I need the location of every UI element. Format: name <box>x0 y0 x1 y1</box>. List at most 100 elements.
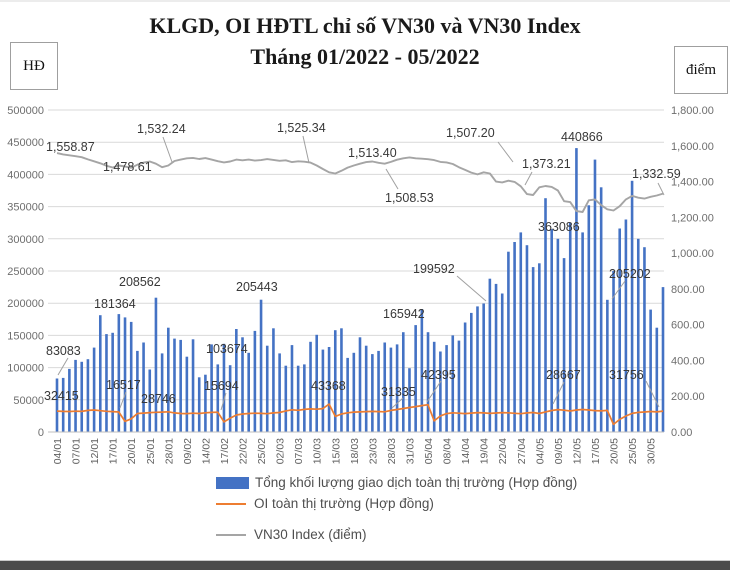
volume-bar <box>290 345 294 432</box>
volume-bar <box>531 267 535 432</box>
x-axis-tick-label: 09/02 <box>182 438 194 464</box>
data-label: 28746 <box>141 392 176 406</box>
volume-bar <box>117 314 121 432</box>
volume-bar <box>352 352 356 432</box>
right-axis-unit-box: điểm <box>674 46 728 94</box>
data-label: 32415 <box>44 389 79 403</box>
chart-title-line1: KLGD, OI HĐTL chỉ số VN30 và VN30 Index <box>149 13 581 38</box>
volume-bar <box>562 258 566 432</box>
volume-bar <box>148 369 152 432</box>
left-axis-tick-label: 500000 <box>7 105 44 117</box>
volume-bar <box>55 378 59 432</box>
volume-bar <box>457 340 461 432</box>
volume-bar <box>538 263 541 432</box>
legend-item-oi: OI toàn thị trường (Hợp đồng) <box>216 495 616 512</box>
chart-plot-area: 0 50000 100000 150000 200000 250000 300000 3500… <box>7 105 714 464</box>
volume-bar <box>383 342 387 432</box>
x-axis-tick-label: 22/02 <box>238 438 250 464</box>
volume-bar <box>525 245 529 432</box>
annotation-leader-line <box>497 141 514 163</box>
volume-bar <box>296 365 300 432</box>
volume-bar <box>315 334 319 432</box>
left-axis-tick-label: 250000 <box>7 266 44 278</box>
left-axis-tick-label: 400000 <box>7 169 44 181</box>
legend-vn30-label: VN30 Index (điểm) <box>254 527 367 542</box>
annotation-leader-line <box>645 380 660 408</box>
volume-bar <box>136 350 139 432</box>
oi-line <box>56 403 664 426</box>
left-axis-tick-label: 0 <box>38 427 44 439</box>
volume-bar <box>482 303 485 432</box>
volume-bar <box>612 271 615 432</box>
right-axis-tick-label: 1,200.00 <box>671 212 714 224</box>
annotation-leader-line <box>302 135 310 164</box>
annotation-leader-line <box>524 171 533 186</box>
x-axis-tick-label: 04/05 <box>534 438 546 464</box>
annotation-leader-line <box>119 391 127 409</box>
right-axis-tick-label: 1,800.00 <box>671 105 714 117</box>
x-axis-tick-label: 20/05 <box>609 438 621 464</box>
data-label: 181364 <box>94 297 136 311</box>
x-axis-tick-label: 25/02 <box>256 438 268 464</box>
volume-bar <box>327 347 331 432</box>
data-label: 199592 <box>413 262 455 276</box>
data-label: 1,558.87 <box>46 140 95 154</box>
x-axis-tick-label: 18/03 <box>349 438 361 464</box>
volume-bar <box>68 368 71 432</box>
annotation-leader-line <box>162 136 173 163</box>
chart-title: KLGD, OI HĐTL chỉ số VN30 và VN30 Index … <box>0 10 730 72</box>
volume-bar <box>98 315 102 432</box>
x-axis-tick-label: 05/04 <box>423 438 435 464</box>
annotation-leader-line <box>391 397 404 409</box>
annotation-leader-line <box>552 381 565 405</box>
data-label: 1,507.20 <box>446 126 495 140</box>
left-axis-unit-box: HĐ <box>10 42 58 90</box>
x-axis-tick-label: 02/03 <box>275 438 287 464</box>
volume-bar <box>272 328 275 432</box>
volume-bar <box>507 251 510 432</box>
legend-volume-label: Tổng khối lượng giao dịch toàn thị trườn… <box>255 475 578 490</box>
vn30-index-line <box>56 152 664 213</box>
volume-bar <box>185 356 189 432</box>
volume-bar <box>321 349 325 432</box>
x-axis-tick-label: 08/04 <box>442 438 454 464</box>
volume-bar <box>167 327 170 432</box>
x-axis-tick-label: 15/03 <box>330 438 342 464</box>
volume-bar <box>593 159 597 432</box>
volume-bar <box>488 278 492 432</box>
volume-bar <box>197 377 201 432</box>
right-axis-tick-label: 600.00 <box>671 320 705 332</box>
x-axis-tick-label: 25/01 <box>145 438 157 464</box>
x-axis-tick-label: 30/05 <box>646 438 658 464</box>
data-label: 31335 <box>381 385 416 399</box>
volume-bar <box>556 238 560 432</box>
volume-bar <box>61 377 65 432</box>
x-axis-tick-label: 07/01 <box>71 438 83 464</box>
data-label: 28667 <box>546 368 581 382</box>
volume-bar <box>655 327 659 432</box>
x-axis-tick-label: 04/01 <box>52 438 64 464</box>
volume-bar <box>222 343 226 432</box>
volume-bar <box>414 325 417 432</box>
right-axis-tick-label: 1,400.00 <box>671 177 714 189</box>
volume-bar <box>587 205 591 432</box>
volume-bar <box>581 232 584 432</box>
data-label: 1,332.59 <box>632 167 681 181</box>
x-axis-tick-label: 31/03 <box>405 438 417 464</box>
volume-bar <box>142 342 145 432</box>
volume-bar <box>216 364 220 432</box>
left-axis-tick-label: 150000 <box>7 330 44 342</box>
volume-bar <box>228 365 232 432</box>
volume-bar <box>451 335 455 432</box>
data-label: 1,373.21 <box>522 157 571 171</box>
volume-bar <box>643 247 646 432</box>
volume-bar <box>389 347 393 432</box>
volume-bar <box>241 337 244 432</box>
legend-item-volume: Tổng khối lượng giao dịch toàn thị trườn… <box>216 474 616 491</box>
data-label: 440866 <box>561 130 603 144</box>
chart-legend: Tổng khối lượng giao dịch toàn thị trườn… <box>216 474 616 547</box>
x-axis-tick-label: 19/04 <box>479 438 491 464</box>
chart-title-line2: Tháng 01/2022 - 05/2022 <box>250 44 480 69</box>
volume-bar <box>519 232 523 432</box>
